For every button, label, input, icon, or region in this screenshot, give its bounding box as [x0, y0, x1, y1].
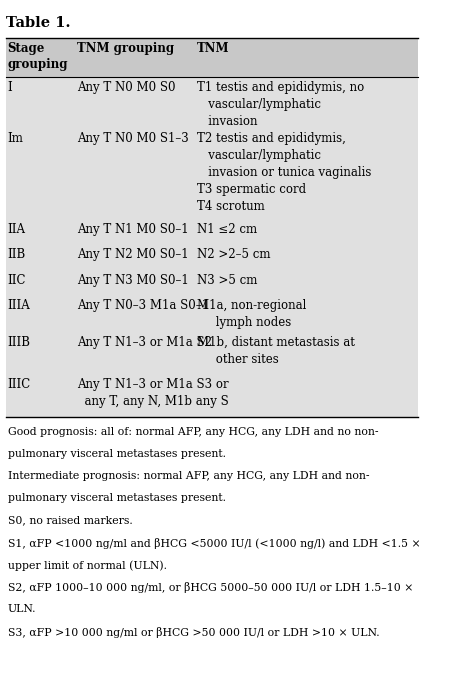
Text: M1a, non-regional
     lymph nodes: M1a, non-regional lymph nodes [197, 299, 306, 329]
Text: S0, no raised markers.: S0, no raised markers. [8, 516, 132, 526]
Bar [6, 374, 418, 418]
Text: S2, αFP 1000–10 000 ng/ml, or βHCG 5000–50 000 IU/l or LDH 1.5–10 ×: S2, αFP 1000–10 000 ng/ml, or βHCG 5000–… [8, 583, 413, 593]
Bar [6, 332, 418, 374]
Bar [6, 78, 418, 128]
Text: upper limit of normal (ULN).: upper limit of normal (ULN). [8, 560, 167, 570]
Text: TNM: TNM [197, 42, 229, 55]
Text: Any T N2 M0 S0–1: Any T N2 M0 S0–1 [77, 248, 189, 261]
Bar [6, 38, 418, 78]
Text: Intermediate prognosis: normal AFP, any HCG, any LDH and non-: Intermediate prognosis: normal AFP, any … [8, 471, 369, 481]
Text: S3, αFP >10 000 ng/ml or βHCG >50 000 IU/l or LDH >10 × ULN.: S3, αFP >10 000 ng/ml or βHCG >50 000 IU… [8, 626, 379, 638]
Bar [6, 219, 418, 244]
Text: IIC: IIC [8, 273, 26, 287]
Text: IIB: IIB [8, 248, 26, 261]
Text: IIIA: IIIA [8, 299, 30, 312]
Text: ULN.: ULN. [8, 604, 36, 614]
Text: S1, αFP <1000 ng/ml and βHCG <5000 IU/l (<1000 ng/l) and LDH <1.5 ×: S1, αFP <1000 ng/ml and βHCG <5000 IU/l … [8, 538, 420, 549]
Text: IIIC: IIIC [8, 378, 31, 391]
Text: Any T N0–3 M1a S0–1: Any T N0–3 M1a S0–1 [77, 299, 209, 312]
Bar [6, 269, 418, 295]
Text: Im: Im [8, 132, 24, 145]
Text: Any T N1 M0 S0–1: Any T N1 M0 S0–1 [77, 223, 189, 236]
Text: T2 testis and epididymis,
   vascular/lymphatic
   invasion or tunica vaginalis
: T2 testis and epididymis, vascular/lymph… [197, 132, 371, 213]
Text: Stage
grouping: Stage grouping [8, 42, 68, 71]
Text: Any T N0 M0 S0: Any T N0 M0 S0 [77, 82, 175, 95]
Bar [6, 244, 418, 269]
Text: IIIB: IIIB [8, 336, 31, 349]
Text: N3 >5 cm: N3 >5 cm [197, 273, 257, 287]
Text: IIA: IIA [8, 223, 26, 236]
Text: TNM grouping: TNM grouping [77, 42, 174, 55]
Text: pulmonary visceral metastases present.: pulmonary visceral metastases present. [8, 493, 226, 504]
Text: Any T N1–3 or M1a S3 or
  any T, any N, M1b any S: Any T N1–3 or M1a S3 or any T, any N, M1… [77, 378, 229, 408]
Text: pulmonary visceral metastases present.: pulmonary visceral metastases present. [8, 449, 226, 459]
Text: T1 testis and epididymis, no
   vascular/lymphatic
   invasion: T1 testis and epididymis, no vascular/ly… [197, 82, 364, 128]
Text: M1b, distant metastasis at
     other sites: M1b, distant metastasis at other sites [197, 336, 355, 366]
Text: Any T N3 M0 S0–1: Any T N3 M0 S0–1 [77, 273, 189, 287]
Text: N2 >2–5 cm: N2 >2–5 cm [197, 248, 270, 261]
Bar [6, 295, 418, 332]
Text: Table 1.: Table 1. [6, 16, 70, 30]
Text: N1 ≤2 cm: N1 ≤2 cm [197, 223, 257, 236]
Text: Any T N0 M0 S1–3: Any T N0 M0 S1–3 [77, 132, 189, 145]
Bar [6, 128, 418, 219]
Text: I: I [8, 82, 12, 95]
Text: Good prognosis: all of: normal AFP, any HCG, any LDH and no non-: Good prognosis: all of: normal AFP, any … [8, 427, 378, 437]
Text: Any T N1–3 or M1a S2: Any T N1–3 or M1a S2 [77, 336, 212, 349]
